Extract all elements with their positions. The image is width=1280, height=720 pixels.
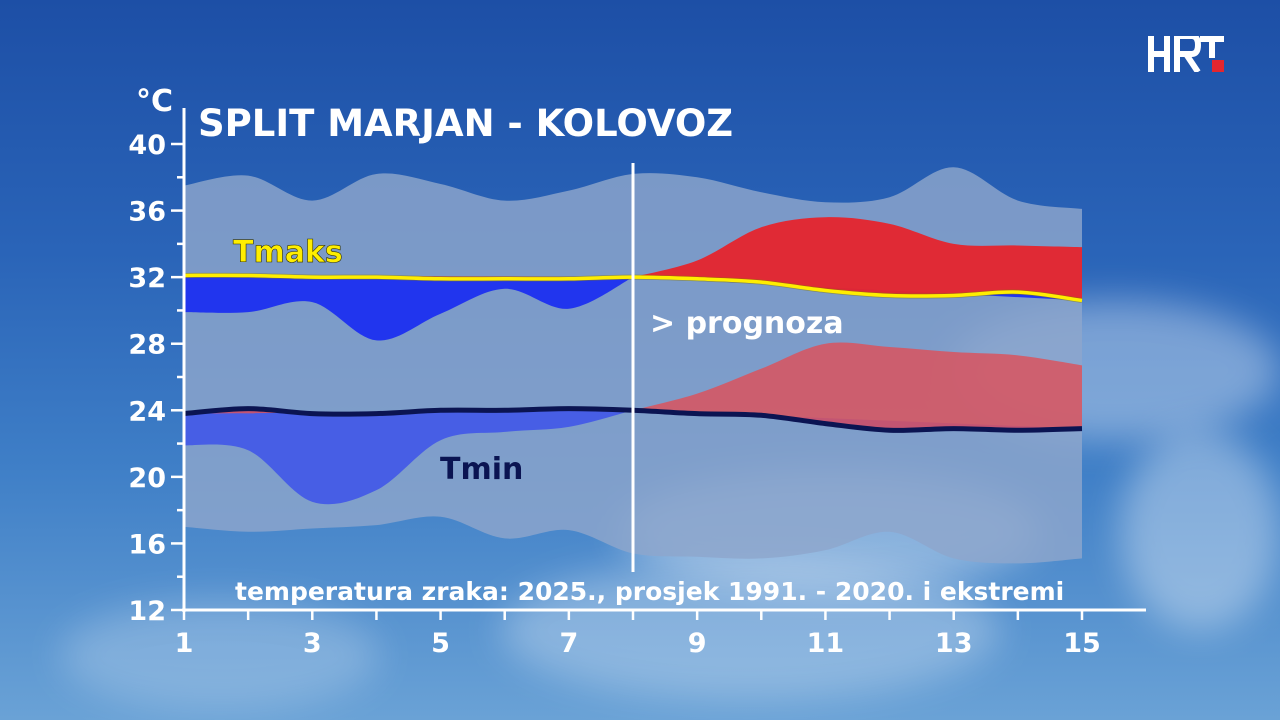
cloud-3 [500, 560, 1000, 700]
x-tick-label: 9 [688, 628, 707, 659]
cloud-4 [1120, 430, 1280, 630]
x-tick-label: 13 [935, 628, 973, 659]
y-tick-label: 20 [128, 463, 166, 494]
y-tick-label: 28 [128, 330, 166, 361]
cloud-5 [60, 600, 380, 710]
hrt-logo [1148, 36, 1224, 72]
x-tick-label: 15 [1063, 628, 1101, 659]
x-tick-label: 11 [807, 628, 845, 659]
y-tick-label: 40 [128, 130, 166, 161]
y-tick-label: 36 [128, 197, 166, 228]
y-tick-label: 32 [128, 263, 166, 294]
chart-lines [183, 163, 1083, 572]
x-tick-label: 1 [175, 628, 194, 659]
y-axis-unit: °C [136, 84, 173, 119]
tmin-above-band [184, 342, 1082, 431]
tmaks-label: Tmaks [233, 235, 343, 270]
tmaks-above-band [184, 217, 1082, 301]
y-tick-label: 16 [128, 529, 166, 560]
x-tick-label: 7 [559, 628, 578, 659]
chart-title: SPLIT MARJAN - KOLOVOZ [198, 102, 733, 145]
tmin-below-band [184, 408, 1082, 505]
forecast-annotation: > prognoza [650, 306, 844, 341]
y-tick-label: 24 [128, 396, 166, 427]
y-tick-label: 12 [128, 596, 166, 627]
tmin-label: Tmin [440, 452, 523, 487]
x-tick-label: 3 [303, 628, 322, 659]
chart-subtitle: temperatura zraka: 2025., prosjek 1991. … [235, 577, 1064, 606]
x-tick-label: 5 [431, 628, 450, 659]
